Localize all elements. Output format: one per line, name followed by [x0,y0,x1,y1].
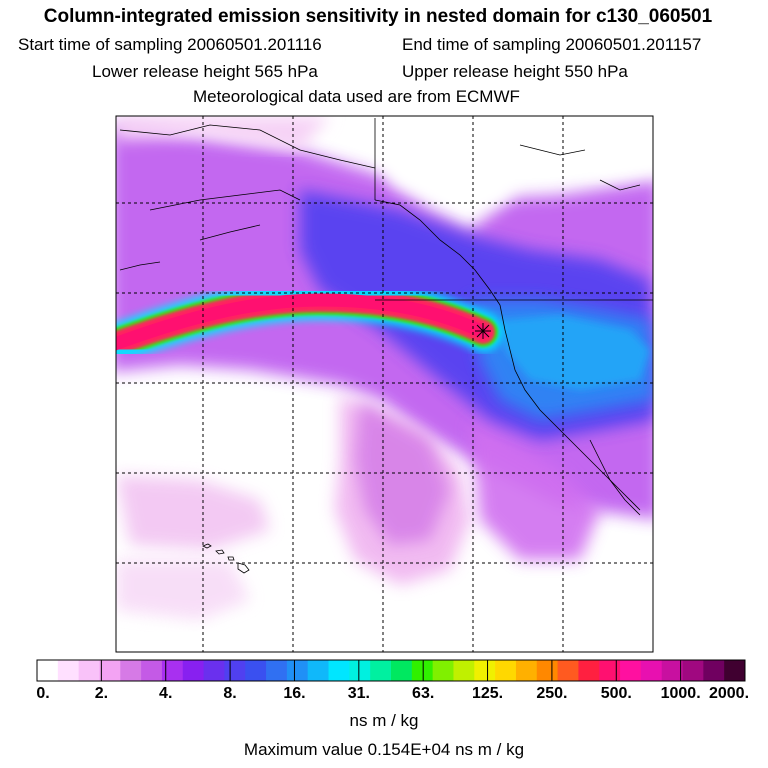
colorbar-segment [620,660,642,681]
colorbar-tick-label: 63. [412,685,435,702]
graticule [116,116,653,652]
colorbar [36,659,746,682]
colorbar-border [36,659,746,682]
colorbar-units: ns m / kg [349,711,419,730]
colorbar-segment [286,660,309,681]
colorbar-tick-label: 2000. [708,685,750,702]
colorbar-segment [536,660,559,681]
colorbar-segment [141,660,163,681]
map-frame [115,115,654,653]
colorbar-segment [161,660,184,681]
colorbar-segment [99,660,121,681]
colorbar-segment [474,660,496,681]
colorbar-tick-label: 16. [283,685,306,702]
colorbar-segment [578,660,600,681]
colorbar-segment [557,660,579,681]
colorbar-segment [307,660,330,681]
colorbar-segment [120,660,142,681]
colorbar-segment [703,660,725,681]
colorbar-segment [661,660,684,681]
colorbar-segment [682,660,704,681]
end-time-label: End time of sampling 20060501.201157 [402,35,702,54]
colorbar-segment [266,660,288,681]
colorbar-tick-label: 4. [159,685,173,702]
colorbar-tick-label: 1000. [660,685,701,702]
lower-release-label: Lower release height 565 hPa [92,62,318,81]
colorbar-segment [370,660,392,681]
colorbar-segment [245,660,267,681]
colorbar-tick-label: 0. [36,685,50,702]
colorbar-tick-label: 31. [347,685,370,702]
colorbar-segment [203,660,225,681]
sensitivity-field [116,116,653,652]
colorbar-segment [724,660,746,681]
colorbar-tick-label: 250. [536,685,568,702]
receptor-star-marker [475,323,491,339]
colorbar-segment [640,660,663,681]
colorbar-tick-label: 8. [223,685,237,702]
colorbar-segment [328,660,350,681]
start-time-label: Start time of sampling 20060501.201116 [18,35,322,54]
colorbar-segment [599,660,621,681]
colorbar-segment [495,660,517,681]
colorbar-segment [78,660,100,681]
max-value-label: Maximum value 0.154E+04 ns m / kg [243,740,525,759]
colorbar-segment [432,660,454,681]
colorbar-tick-label: 2. [94,685,109,702]
colorbar-segment [182,660,205,681]
colorbar-segment [349,660,371,681]
map-title: Column-integrated emission sensitivity i… [43,6,713,27]
colorbar-segment [411,660,434,681]
colorbar-segment [515,660,538,681]
colorbar-segment [391,660,413,681]
hawaii-islands [202,543,250,574]
colorbar-segment [57,660,80,681]
colorbar-tick-label: 125. [471,685,504,702]
colorbar-segment [37,660,59,681]
met-data-label: Meteorological data used are from ECMWF [193,87,520,106]
colorbar-tick-label: 500. [600,685,632,702]
upper-release-label: Upper release height 550 hPa [402,62,628,81]
colorbar-segment [224,660,246,681]
colorbar-segment [453,660,475,681]
coastlines [119,118,653,516]
